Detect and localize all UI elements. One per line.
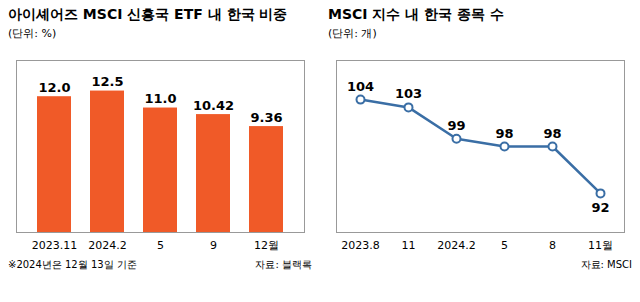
svg-text:8: 8	[549, 239, 556, 252]
svg-text:104: 104	[347, 79, 374, 94]
svg-text:98: 98	[495, 126, 513, 141]
html-text:(단위: %): (단위: %)	[8, 27, 57, 40]
svg-text:98: 98	[543, 126, 561, 141]
svg-text:5: 5	[501, 239, 508, 252]
svg-text:92: 92	[591, 200, 609, 215]
svg-text:5: 5	[157, 239, 164, 252]
svg-text:99: 99	[447, 118, 465, 133]
svg-text:11월: 11월	[588, 239, 613, 252]
html-text:(단위: 개): (단위: 개)	[328, 27, 377, 40]
html-text:아이셰어즈 MSCI 신흥국 ETF 내 한국 비중: 아이셰어즈 MSCI 신흥국 ETF 내 한국 비중	[8, 6, 288, 22]
svg-text:2024.2: 2024.2	[88, 239, 127, 252]
svg-text:12.5: 12.5	[91, 74, 123, 89]
svg-text:2024.2: 2024.2	[437, 239, 476, 252]
svg-text:12월: 12월	[254, 239, 279, 252]
svg-text:2023.8: 2023.8	[341, 239, 380, 252]
svg-text:9.36: 9.36	[250, 110, 282, 125]
svg-text:103: 103	[395, 86, 422, 101]
svg-text:2023.11: 2023.11	[32, 239, 78, 252]
svg-text:11: 11	[402, 239, 416, 252]
svg-text:12.0: 12.0	[38, 80, 70, 95]
svg-text:10.42: 10.42	[193, 98, 234, 113]
html-text:자료: 블랙록: 자료: 블랙록	[255, 259, 312, 270]
svg-text:11.0: 11.0	[144, 91, 176, 106]
svg-text:9: 9	[210, 239, 217, 252]
html-text:※2024년은 12월 13일 기준: ※2024년은 12월 13일 기준	[8, 259, 137, 270]
html-text:자료: MSCI: 자료: MSCI	[580, 259, 632, 270]
html-text:MSCI 지수 내 한국 종목 수: MSCI 지수 내 한국 종목 수	[328, 6, 504, 22]
